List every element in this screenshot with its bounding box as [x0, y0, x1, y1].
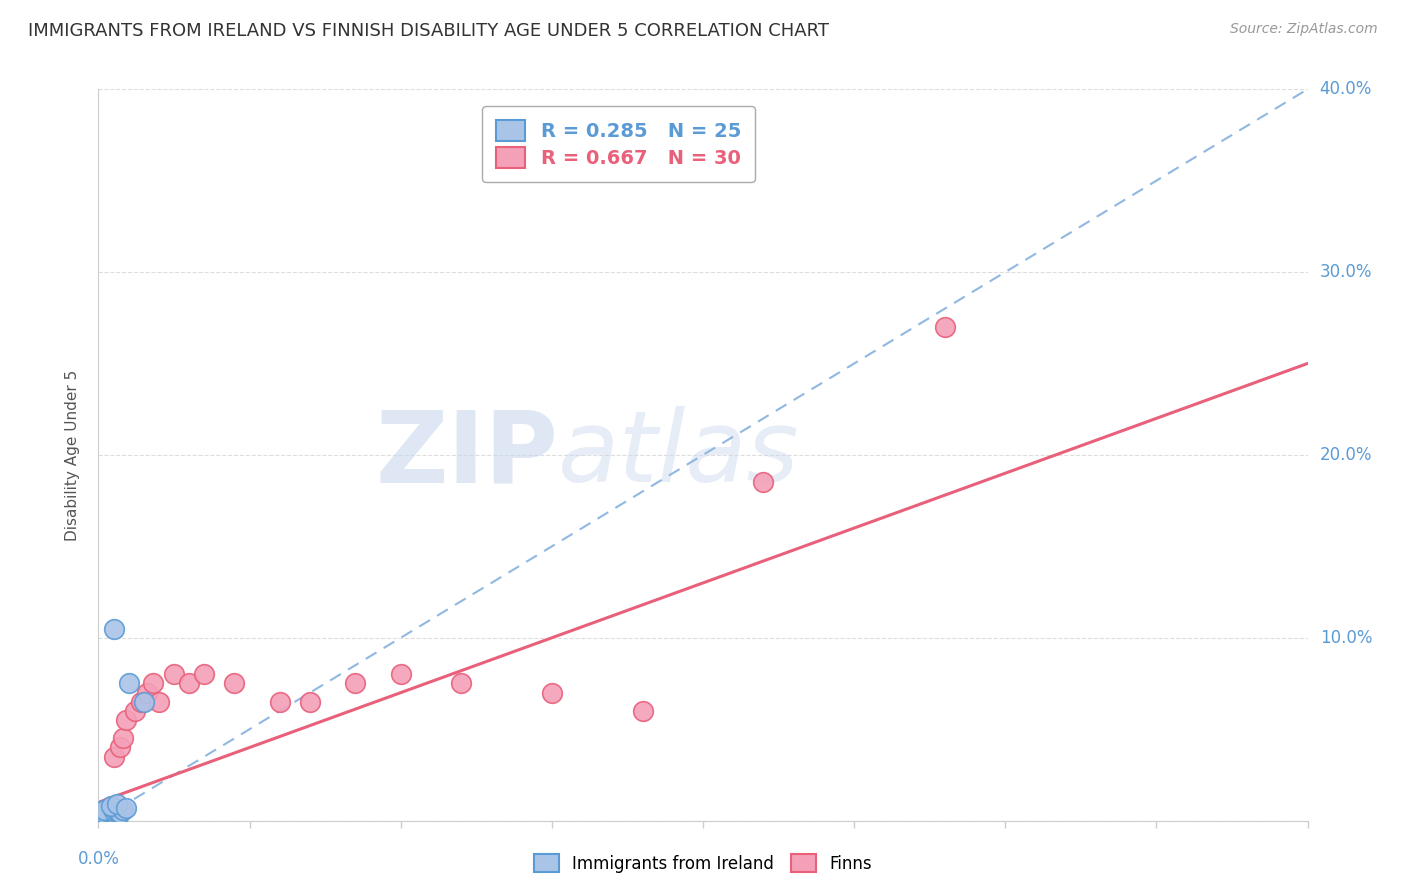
Point	[103, 808, 125, 822]
Legend: R = 0.285   N = 25, R = 0.667   N = 30: R = 0.285 N = 25, R = 0.667 N = 30	[482, 106, 755, 182]
Point	[344, 676, 367, 690]
Point	[90, 810, 112, 824]
Point	[129, 695, 152, 709]
Point	[93, 812, 115, 826]
Point	[103, 801, 125, 815]
Point	[96, 812, 118, 826]
Point	[631, 704, 654, 718]
Point	[90, 812, 112, 826]
Point	[179, 676, 201, 690]
Point	[96, 806, 118, 821]
Point	[132, 695, 155, 709]
Text: 20.0%: 20.0%	[1320, 446, 1372, 464]
Point	[103, 808, 125, 822]
Point	[90, 808, 112, 822]
Point	[299, 695, 322, 709]
Point	[114, 801, 136, 815]
Point	[135, 686, 157, 700]
Point	[96, 808, 118, 822]
Point	[105, 810, 128, 824]
Y-axis label: Disability Age Under 5: Disability Age Under 5	[65, 369, 80, 541]
Text: IMMIGRANTS FROM IRELAND VS FINNISH DISABILITY AGE UNDER 5 CORRELATION CHART: IMMIGRANTS FROM IRELAND VS FINNISH DISAB…	[28, 22, 830, 40]
Point	[100, 799, 122, 814]
Point	[93, 808, 115, 822]
Point	[114, 713, 136, 727]
Point	[934, 319, 956, 334]
Point	[103, 622, 125, 636]
Text: 30.0%: 30.0%	[1320, 263, 1372, 281]
Text: atlas: atlas	[558, 407, 800, 503]
Point	[108, 740, 131, 755]
Point	[269, 695, 291, 709]
Point	[752, 475, 775, 490]
Point	[193, 667, 215, 681]
Point	[142, 676, 165, 690]
Text: ZIP: ZIP	[375, 407, 558, 503]
Legend: Immigrants from Ireland, Finns: Immigrants from Ireland, Finns	[527, 847, 879, 880]
Point	[90, 810, 112, 824]
Point	[100, 806, 122, 821]
Text: 0.0%: 0.0%	[77, 850, 120, 868]
Text: 40.0%: 40.0%	[1320, 80, 1372, 98]
Point	[389, 667, 412, 681]
Point	[105, 805, 128, 819]
Point	[148, 695, 170, 709]
Point	[118, 676, 141, 690]
Point	[93, 803, 115, 817]
Point	[163, 667, 186, 681]
Point	[124, 704, 146, 718]
Point	[224, 676, 246, 690]
Point	[100, 810, 122, 824]
Point	[111, 731, 134, 746]
Point	[108, 806, 131, 821]
Text: 10.0%: 10.0%	[1320, 629, 1372, 647]
Point	[540, 686, 562, 700]
Text: Source: ZipAtlas.com: Source: ZipAtlas.com	[1230, 22, 1378, 37]
Point	[90, 812, 112, 826]
Point	[105, 797, 128, 812]
Point	[100, 810, 122, 824]
Point	[103, 805, 125, 819]
Point	[111, 803, 134, 817]
Point	[450, 676, 472, 690]
Point	[93, 806, 115, 821]
Point	[96, 805, 118, 819]
Point	[93, 812, 115, 826]
Point	[96, 810, 118, 824]
Point	[103, 749, 125, 764]
Point	[93, 808, 115, 822]
